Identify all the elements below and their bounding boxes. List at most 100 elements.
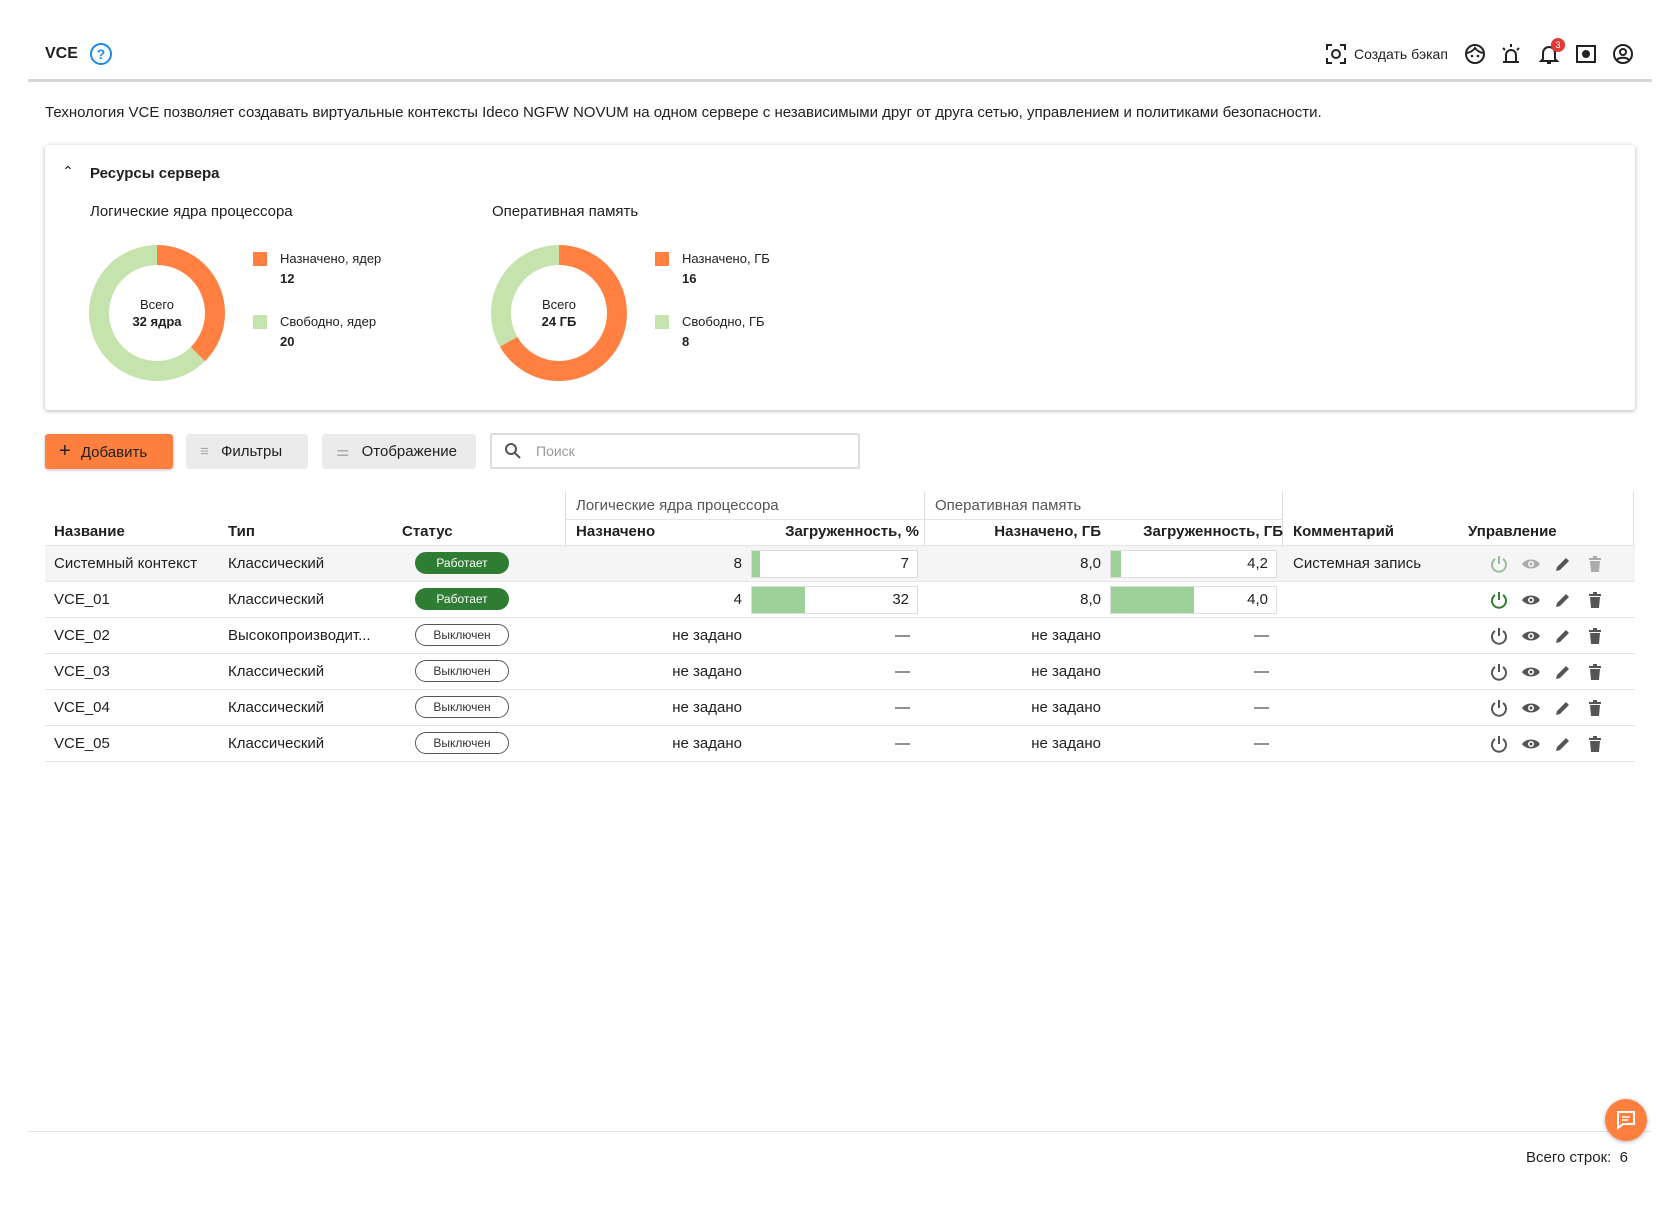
display-button[interactable]: ⚌ Отображение	[322, 434, 476, 469]
search-icon	[504, 442, 522, 465]
col-ram-load[interactable]: Загруженность, ГБ	[1143, 523, 1283, 540]
alarm-icon[interactable]	[1499, 42, 1523, 66]
add-button[interactable]: + Добавить	[45, 434, 173, 469]
cpu-load-value: 7	[900, 555, 909, 572]
eye-icon[interactable]	[1519, 696, 1543, 720]
cpu-assigned-value: 8	[733, 555, 742, 572]
table-row[interactable]: Системный контекст Классический Работает…	[45, 546, 1635, 582]
trash-icon[interactable]	[1583, 696, 1607, 720]
power-icon[interactable]	[1487, 660, 1511, 684]
card-title[interactable]: Ресурсы сервера	[90, 165, 220, 182]
user-icon[interactable]	[1611, 42, 1635, 66]
chat-icon[interactable]	[1605, 1099, 1647, 1141]
edit-pencil-icon[interactable]	[1551, 660, 1575, 684]
edit-pencil-icon[interactable]	[1551, 696, 1575, 720]
cpu-assigned-value: 4	[733, 591, 742, 608]
col-ram-assigned[interactable]: Назначено, ГБ	[994, 523, 1101, 540]
donut-assigned-segment	[89, 245, 225, 381]
trash-icon[interactable]	[1583, 624, 1607, 648]
status-badge: Выключен	[415, 732, 509, 754]
row-type: Высокопроизводит...	[228, 627, 371, 644]
ram-load-bar: 4,2	[1110, 550, 1277, 578]
table-row[interactable]: VCE_05 Классический Выключен не задано —…	[45, 726, 1635, 762]
power-icon[interactable]	[1487, 696, 1511, 720]
donut-assigned-segment	[491, 245, 627, 381]
search-input[interactable]: Поиск	[490, 433, 860, 469]
row-name: VCE_02	[54, 627, 110, 644]
ram-assigned-value: 16	[682, 271, 697, 286]
power-icon[interactable]	[1487, 552, 1511, 576]
legend-ram-assigned: Назначено, ГБ	[682, 251, 770, 266]
ram-load-fill	[1111, 587, 1194, 613]
eye-icon[interactable]	[1519, 624, 1543, 648]
eye-icon[interactable]	[1519, 732, 1543, 756]
ram-total-label: Всего	[541, 297, 577, 312]
cpu-load-value: 32	[892, 591, 909, 608]
cpu-load-value: —	[895, 735, 910, 752]
cpu-assigned-value: не задано	[672, 735, 742, 752]
eye-icon[interactable]	[1519, 660, 1543, 684]
edit-pencil-icon[interactable]	[1551, 732, 1575, 756]
row-name: VCE_01	[54, 591, 110, 608]
total-rows: Всего строк: 6	[1526, 1149, 1628, 1166]
power-icon[interactable]	[1487, 732, 1511, 756]
chevron-up-icon[interactable]: ⌃	[62, 163, 74, 179]
cpu-load-value: —	[895, 663, 910, 680]
col-cpu-assigned[interactable]: Назначено	[576, 523, 656, 540]
eye-icon[interactable]	[1519, 552, 1543, 576]
row-name: VCE_04	[54, 699, 110, 716]
col-actions: Управление	[1468, 523, 1557, 540]
cpu-load-value: —	[895, 627, 910, 644]
status-badge: Работает	[415, 552, 509, 574]
ram-load-value: 4,2	[1247, 555, 1268, 572]
cpu-assigned-value: не задано	[672, 663, 742, 680]
col-cpu-load[interactable]: Загруженность, %	[785, 523, 919, 540]
top-bar: VCE ? Создать бэкап 3	[28, 0, 1652, 82]
edit-pencil-icon[interactable]	[1551, 624, 1575, 648]
legend-assigned-swatch	[655, 252, 669, 266]
trash-icon[interactable]	[1583, 588, 1607, 612]
status-badge: Выключен	[415, 660, 509, 682]
theme-icon[interactable]	[1574, 42, 1598, 66]
row-name: VCE_03	[54, 663, 110, 680]
total-rows-label: Всего строк:	[1526, 1149, 1612, 1166]
filters-button[interactable]: ≡ Фильтры	[186, 434, 308, 469]
status-badge: Выключен	[415, 624, 509, 646]
table-row[interactable]: VCE_04 Классический Выключен не задано —…	[45, 690, 1635, 726]
row-type: Классический	[228, 663, 325, 680]
total-rows-value: 6	[1619, 1149, 1628, 1166]
ram-assigned-value: не задано	[1031, 699, 1101, 716]
trash-icon[interactable]	[1583, 660, 1607, 684]
eye-icon[interactable]	[1519, 588, 1543, 612]
legend-cpu-free: Свободно, ядер	[280, 314, 377, 329]
support-icon[interactable]	[1463, 42, 1487, 66]
ram-donut	[491, 245, 627, 381]
add-label: Добавить	[80, 444, 148, 461]
row-type: Классический	[228, 555, 325, 572]
table-row[interactable]: VCE_01 Классический Работает 4 32 8,0 4,…	[45, 582, 1635, 618]
row-comment: Системная запись	[1293, 555, 1422, 572]
table-row[interactable]: VCE_02 Высокопроизводит... Выключен не з…	[45, 618, 1635, 654]
edit-pencil-icon[interactable]	[1551, 552, 1575, 576]
filter-icon: ≡	[200, 443, 209, 460]
row-name: Системный контекст	[54, 555, 198, 572]
power-icon[interactable]	[1487, 588, 1511, 612]
col-name[interactable]: Название	[54, 523, 125, 540]
ram-assigned-value: не задано	[1031, 663, 1101, 680]
page-title: VCE	[45, 45, 78, 62]
edit-pencil-icon[interactable]	[1551, 588, 1575, 612]
create-backup-button[interactable]: Создать бэкап	[1354, 46, 1448, 62]
help-icon[interactable]: ?	[90, 43, 112, 65]
ram-load-value: —	[1254, 663, 1269, 680]
col-status[interactable]: Статус	[402, 523, 453, 540]
power-icon[interactable]	[1487, 624, 1511, 648]
trash-icon[interactable]	[1583, 732, 1607, 756]
row-name: VCE_05	[54, 735, 110, 752]
table-row[interactable]: VCE_03 Классический Выключен не задано —…	[45, 654, 1635, 690]
legend-ram-free: Свободно, ГБ	[682, 314, 765, 329]
row-type: Классический	[228, 699, 325, 716]
trash-icon[interactable]	[1583, 552, 1607, 576]
backup-icon[interactable]	[1324, 42, 1348, 66]
col-type[interactable]: Тип	[228, 523, 255, 540]
col-comment[interactable]: Комментарий	[1293, 523, 1395, 540]
